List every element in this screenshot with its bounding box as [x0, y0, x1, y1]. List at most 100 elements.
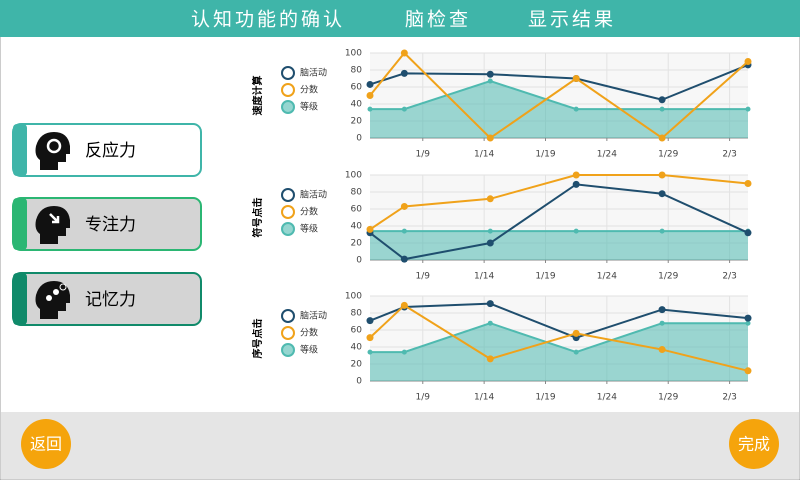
y-axis-label: 符号点击	[251, 198, 264, 238]
x-tick-label: 1/9	[416, 272, 431, 282]
y-tick-label: 100	[345, 292, 362, 302]
x-tick-label: 1/14	[474, 393, 494, 403]
menu-button[interactable]: 反应力	[12, 123, 202, 177]
done-button[interactable]: 完成	[729, 419, 779, 469]
y-tick-label: 80	[351, 66, 363, 76]
button-circle	[729, 419, 779, 469]
y-tick-label: 40	[351, 222, 363, 232]
y-tick-label: 40	[351, 100, 363, 110]
point	[744, 314, 752, 322]
point	[744, 367, 752, 375]
legend-marker	[281, 222, 295, 236]
button-label: 返回	[30, 435, 62, 454]
point	[572, 180, 580, 188]
point	[486, 195, 494, 203]
menu-label: 反应力	[85, 141, 136, 161]
point	[401, 228, 407, 234]
point	[744, 229, 752, 237]
chart: 0 20 40 60 80 100 1/9 1/14 1/19 1/24 1/29 2/3 序号点击 等级…	[251, 292, 752, 403]
header-bar	[0, 0, 800, 37]
button-circle	[21, 419, 71, 469]
point	[487, 320, 493, 326]
point	[745, 320, 751, 326]
button-strip	[13, 124, 27, 176]
menu-label: 记忆力	[85, 290, 136, 310]
icon-detail	[46, 295, 52, 301]
back-button[interactable]: 返回	[21, 419, 71, 469]
line	[369, 183, 749, 261]
point	[572, 171, 580, 179]
x-tick-label: 1/29	[658, 393, 678, 403]
legend-marker	[281, 343, 295, 357]
point	[487, 228, 493, 234]
point	[744, 58, 752, 65]
point	[366, 334, 374, 342]
legend-label: 脑活动	[300, 189, 327, 201]
y-tick-label: 60	[351, 83, 363, 93]
point	[366, 317, 374, 325]
y-tick-label: 100	[345, 49, 362, 59]
legend-label: 分数	[300, 84, 318, 96]
legend-marker	[281, 309, 295, 323]
point	[658, 134, 666, 142]
menu-button[interactable]: 专注力	[12, 197, 202, 251]
point	[487, 78, 493, 84]
point	[744, 180, 752, 187]
y-tick-label: 20	[351, 360, 363, 370]
point	[573, 106, 579, 112]
y-tick-label: 20	[351, 117, 363, 127]
x-tick-label: 1/14	[474, 272, 494, 282]
x-tick-label: 1/19	[535, 393, 555, 403]
point	[659, 106, 665, 112]
point	[659, 228, 665, 234]
x-tick-label: 1/19	[535, 150, 555, 160]
menu-button[interactable]: 记忆力	[12, 272, 202, 326]
footer-bar	[1, 412, 799, 479]
point	[572, 75, 580, 82]
legend-marker	[281, 100, 295, 114]
icon-detail	[46, 138, 62, 154]
x-tick-label: 1/29	[658, 272, 678, 282]
y-tick-label: 60	[351, 205, 363, 215]
legend-marker	[281, 66, 295, 80]
legend-marker	[281, 326, 295, 340]
point	[366, 92, 374, 99]
point	[658, 96, 666, 104]
x-tick-label: 1/14	[474, 150, 494, 160]
y-tick-label: 100	[345, 171, 362, 181]
legend-label: 分数	[300, 327, 318, 339]
legend-label: 脑活动	[300, 310, 327, 322]
legend-marker	[281, 205, 295, 219]
y-tick-label: 20	[351, 239, 363, 249]
point	[366, 80, 374, 88]
point	[658, 190, 666, 198]
line	[369, 174, 749, 231]
legend-marker	[281, 188, 295, 202]
line	[369, 51, 749, 140]
button-label: 完成	[738, 435, 770, 454]
point	[367, 106, 373, 112]
line	[369, 63, 749, 101]
x-tick-label: 2/3	[722, 150, 736, 160]
point	[486, 239, 494, 247]
point	[401, 106, 407, 112]
point	[401, 349, 407, 355]
header-step: 脑检查	[405, 9, 471, 31]
x-tick-label: 1/19	[535, 272, 555, 282]
button-strip	[13, 198, 27, 250]
point	[400, 301, 408, 309]
point	[366, 225, 374, 233]
header-step: 显示结果	[528, 9, 616, 31]
line	[369, 302, 749, 339]
y-axis-label: 速度计算	[251, 76, 264, 116]
line	[370, 79, 748, 111]
area	[370, 231, 748, 260]
x-tick-label: 1/9	[416, 393, 431, 403]
chart: 0 20 40 60 80 100 1/9 1/14 1/19 1/24 1/29 2/3 速度计算 等级…	[251, 49, 752, 160]
x-tick-label: 1/24	[597, 393, 617, 403]
y-tick-label: 0	[356, 256, 362, 266]
y-axis-label: 序号点击	[251, 319, 264, 359]
point	[658, 171, 666, 179]
head-icon	[35, 281, 70, 319]
point	[400, 49, 408, 57]
